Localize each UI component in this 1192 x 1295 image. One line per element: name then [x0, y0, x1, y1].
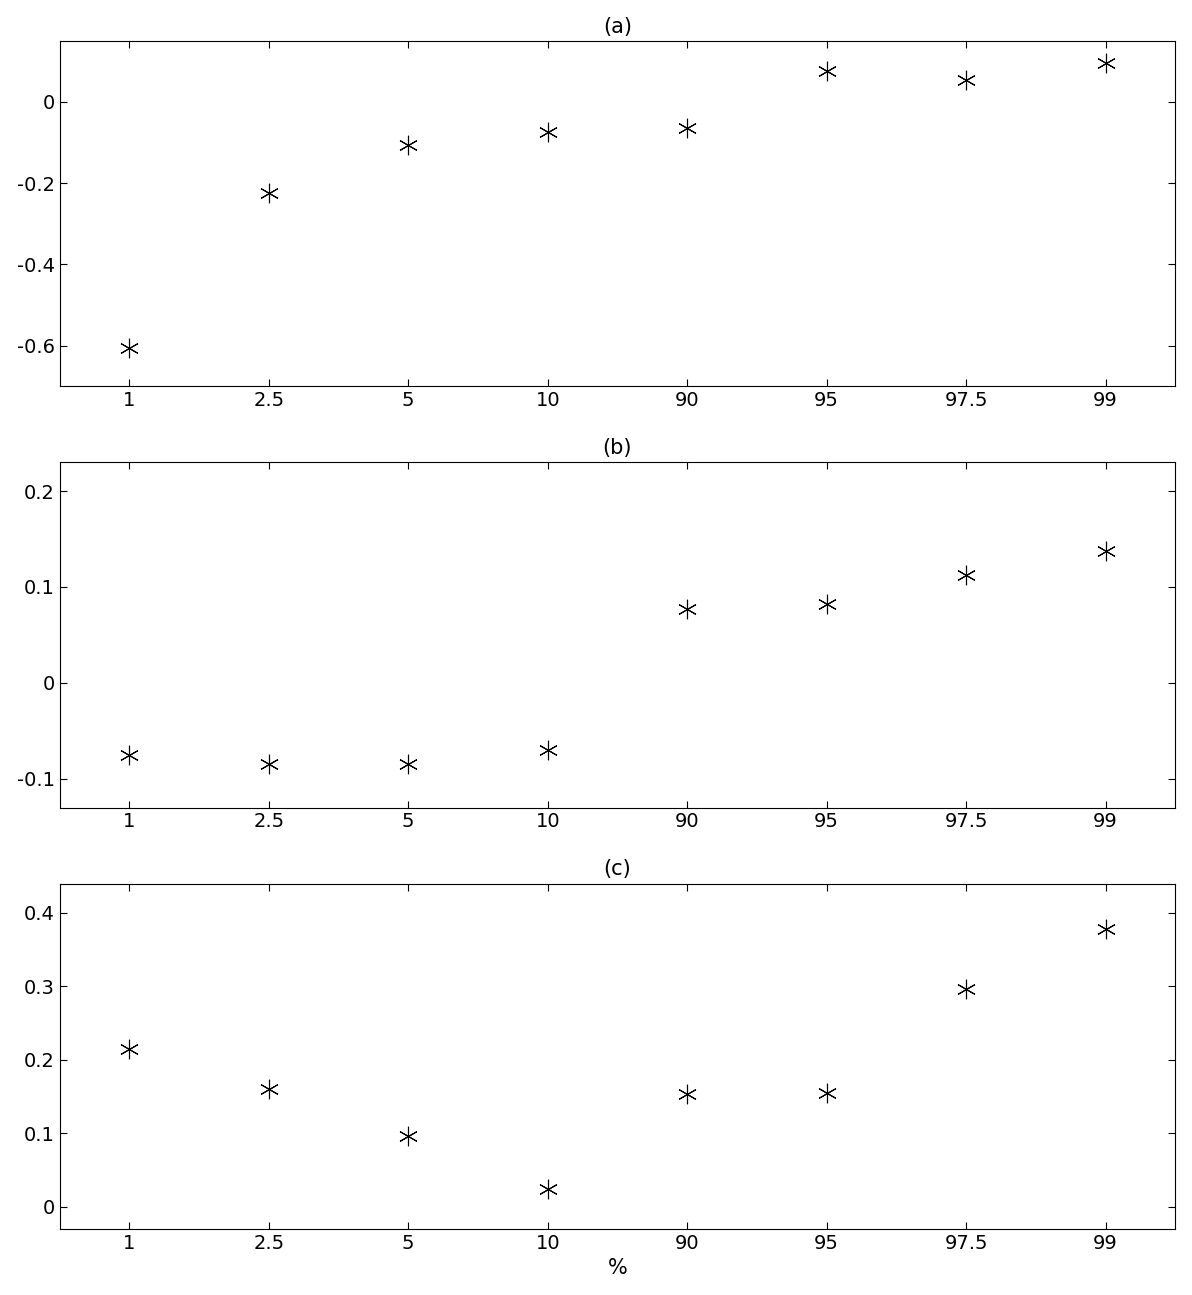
- X-axis label: %: %: [608, 1259, 627, 1278]
- Title: (a): (a): [603, 17, 632, 36]
- Title: (b): (b): [603, 438, 632, 458]
- Title: (c): (c): [603, 860, 632, 879]
